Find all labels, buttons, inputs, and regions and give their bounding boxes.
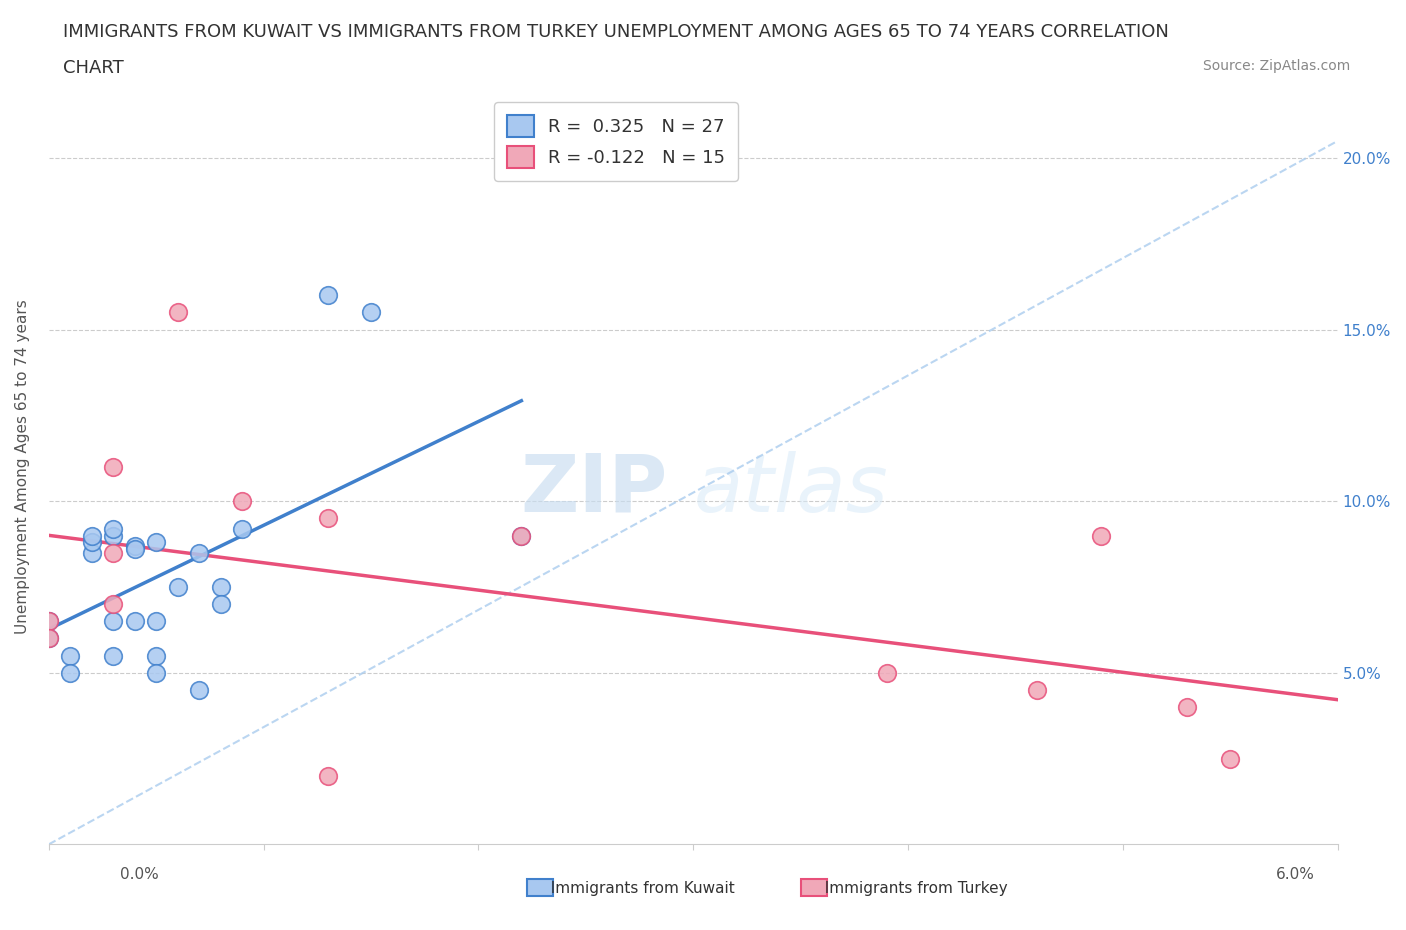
Point bbox=[145, 648, 167, 663]
FancyBboxPatch shape bbox=[527, 879, 553, 896]
Point bbox=[166, 305, 188, 320]
Point bbox=[103, 597, 125, 612]
Point bbox=[38, 614, 60, 629]
Point bbox=[510, 528, 533, 543]
Point bbox=[209, 579, 232, 594]
Y-axis label: Unemployment Among Ages 65 to 74 years: Unemployment Among Ages 65 to 74 years bbox=[15, 299, 30, 634]
Point bbox=[80, 528, 103, 543]
Point bbox=[145, 665, 167, 680]
Point bbox=[80, 545, 103, 560]
Text: Immigrants from Kuwait: Immigrants from Kuwait bbox=[541, 881, 735, 896]
Point bbox=[124, 614, 146, 629]
Text: IMMIGRANTS FROM KUWAIT VS IMMIGRANTS FROM TURKEY UNEMPLOYMENT AMONG AGES 65 TO 7: IMMIGRANTS FROM KUWAIT VS IMMIGRANTS FRO… bbox=[63, 23, 1170, 41]
Point bbox=[510, 528, 533, 543]
Point bbox=[38, 614, 60, 629]
Point bbox=[1177, 699, 1199, 714]
Point bbox=[124, 542, 146, 557]
Text: atlas: atlas bbox=[693, 450, 889, 528]
Text: Source: ZipAtlas.com: Source: ZipAtlas.com bbox=[1202, 59, 1350, 73]
Text: ZIP: ZIP bbox=[520, 450, 668, 528]
Point bbox=[188, 545, 211, 560]
Point bbox=[124, 538, 146, 553]
Point bbox=[1090, 528, 1112, 543]
Point bbox=[188, 683, 211, 698]
Point bbox=[59, 648, 82, 663]
Point bbox=[876, 665, 898, 680]
Text: Immigrants from Turkey: Immigrants from Turkey bbox=[815, 881, 1008, 896]
Point bbox=[1026, 683, 1049, 698]
Point bbox=[209, 597, 232, 612]
Point bbox=[166, 579, 188, 594]
Legend: R =  0.325   N = 27, R = -0.122   N = 15: R = 0.325 N = 27, R = -0.122 N = 15 bbox=[494, 102, 738, 180]
Point bbox=[1219, 751, 1241, 766]
Point bbox=[59, 665, 82, 680]
Point bbox=[103, 528, 125, 543]
Point bbox=[103, 614, 125, 629]
Point bbox=[316, 288, 339, 303]
Point bbox=[38, 631, 60, 646]
Point bbox=[103, 521, 125, 536]
Point bbox=[103, 459, 125, 474]
Point bbox=[103, 648, 125, 663]
FancyBboxPatch shape bbox=[801, 879, 827, 896]
Point bbox=[103, 545, 125, 560]
Point bbox=[316, 768, 339, 783]
Point bbox=[316, 511, 339, 525]
Point bbox=[145, 614, 167, 629]
Point bbox=[231, 521, 253, 536]
Text: 6.0%: 6.0% bbox=[1275, 867, 1315, 882]
Point bbox=[38, 631, 60, 646]
Point bbox=[145, 535, 167, 550]
Text: CHART: CHART bbox=[63, 59, 124, 76]
Point bbox=[360, 305, 382, 320]
Point bbox=[80, 535, 103, 550]
Point bbox=[231, 494, 253, 509]
Text: 0.0%: 0.0% bbox=[120, 867, 159, 882]
